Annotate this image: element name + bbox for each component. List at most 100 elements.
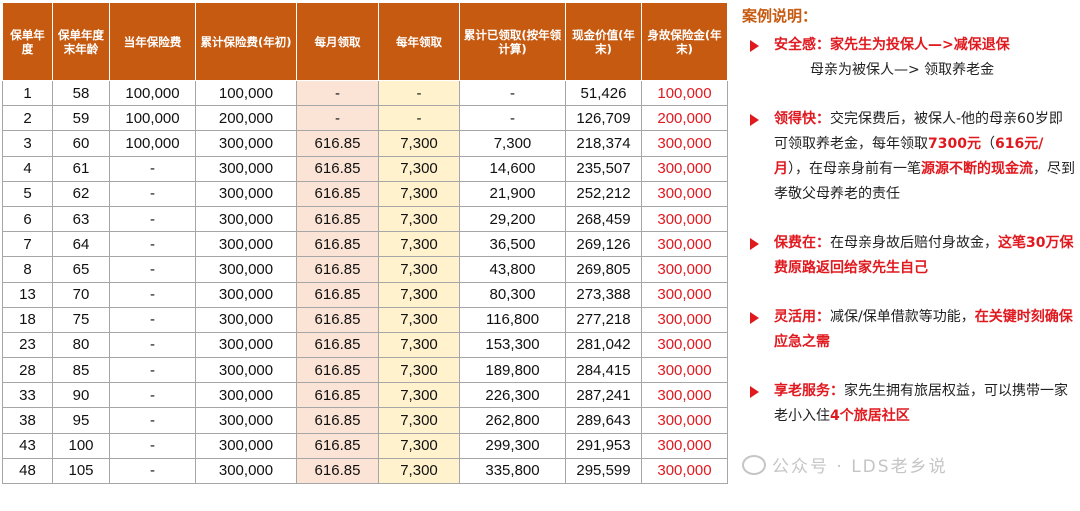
col-header-death-benefit: 身故保险金(年末)	[641, 2, 728, 81]
cell-cash-value: 295,599	[565, 457, 642, 485]
point-security: 安全感：家先生为投保人—>减保退保	[742, 33, 1076, 58]
cell-yearly: 7,300	[378, 130, 460, 157]
cell-death-benefit: 300,000	[641, 407, 728, 434]
cell-age: 70	[52, 281, 110, 308]
cell-death-benefit: 200,000	[641, 105, 728, 132]
cell-age: 100	[52, 432, 110, 459]
cell-policy-year: 48	[2, 457, 53, 485]
cell-cumulative-premium: 300,000	[195, 407, 297, 434]
cell-annual-premium: -	[109, 432, 196, 459]
cell-death-benefit: 300,000	[641, 382, 728, 409]
cell-age: 95	[52, 407, 110, 434]
table-row: 38 95-300,000 616.85 7,300 262,800 289,643 300…	[2, 407, 728, 434]
cell-cash-value: 287,241	[565, 382, 642, 409]
point-key: 保费在：	[774, 235, 830, 251]
table-row: 7 64-300,000 616.85 7,300 36,500 269,126 300,0…	[2, 231, 728, 258]
cell-policy-year: 6	[2, 205, 53, 233]
point-key: 灵活用：	[774, 309, 830, 325]
cell-cumulative-received: 80,300	[459, 281, 566, 308]
cell-cumulative-premium: 200,000	[195, 105, 297, 132]
table-row: 1 58 100,000 100,000- - -51,426 100,000	[2, 79, 728, 107]
cell-annual-premium: 100,000	[109, 79, 196, 107]
cell-yearly: 7,300	[378, 407, 460, 434]
cell-death-benefit: 300,000	[641, 256, 728, 283]
cell-policy-year: 33	[2, 382, 53, 409]
point-text: 减保/保单借款等功能，	[830, 309, 975, 325]
cell-cash-value: 269,126	[565, 231, 642, 258]
cell-death-benefit: 300,000	[641, 457, 728, 485]
cell-policy-year: 43	[2, 432, 53, 459]
cell-yearly: 7,300	[378, 432, 460, 459]
cell-cash-value: 289,643	[565, 407, 642, 434]
cell-annual-premium: -	[109, 205, 196, 233]
col-header-yearly: 每年领取	[378, 2, 460, 81]
cell-policy-year: 1	[2, 79, 53, 107]
cell-age: 62	[52, 180, 110, 207]
cell-monthly: 616.85	[296, 382, 379, 409]
cell-cumulative-premium: 300,000	[195, 231, 297, 258]
cell-monthly: 616.85	[296, 331, 379, 359]
cell-annual-premium: -	[109, 155, 196, 182]
cell-cumulative-premium: 300,000	[195, 205, 297, 233]
cell-age: 85	[52, 357, 110, 384]
point-highlight: 616元/月	[774, 136, 1044, 177]
cell-age: 75	[52, 306, 110, 333]
cell-cash-value: 269,805	[565, 256, 642, 283]
cell-cumulative-premium: 300,000	[195, 130, 297, 157]
cell-cash-value: 277,218	[565, 306, 642, 333]
cell-monthly: 616.85	[296, 432, 379, 459]
table-row: 43 100-300,000 616.85 7,300 299,300 291,953 30…	[2, 432, 728, 459]
cell-policy-year: 8	[2, 256, 53, 283]
cell-cumulative-premium: 300,000	[195, 331, 297, 359]
col-header-cumulative-premium: 累计保险费(年初)	[195, 2, 297, 81]
point-text: 家先生拥有旅居权益，可以携带一家老小入住	[774, 383, 1068, 424]
point-key: 享老服务：	[774, 383, 844, 399]
table-row: 23 80-300,000 616.85 7,300 153,300 281,042 300…	[2, 331, 728, 359]
benefit-table: 保单年度 保单年度末年龄 当年保险费 累计保险费(年初) 每月领取 每年领取 累…	[2, 2, 728, 485]
table-row: 4 61-300,000 616.85 7,300 14,600 235,507 300,0…	[2, 155, 728, 182]
cell-yearly: 7,300	[378, 306, 460, 333]
cell-monthly: -	[296, 79, 379, 107]
cell-cumulative-received: 7,300	[459, 130, 566, 157]
cell-age: 64	[52, 231, 110, 258]
table-row: 48 105-300,000 616.85 7,300 335,800 295,599 30…	[2, 457, 728, 485]
cell-yearly: 7,300	[378, 357, 460, 384]
cell-age: 61	[52, 155, 110, 182]
cell-cumulative-received: 43,800	[459, 256, 566, 283]
cell-cumulative-premium: 300,000	[195, 155, 297, 182]
cell-annual-premium: -	[109, 382, 196, 409]
cell-age: 60	[52, 130, 110, 157]
point-premium: 保费在：在母亲身故后赔付身故金，这笔30万保费原路返回给家先生自己	[742, 231, 1076, 281]
point-senior-service: 享老服务：家先生拥有旅居权益，可以携带一家老小入住4个旅居社区	[742, 379, 1076, 429]
cell-monthly: 616.85	[296, 281, 379, 308]
point-highlight: 这笔30万保费原路返回给家先生自己	[774, 235, 1074, 276]
cell-yearly: -	[378, 105, 460, 132]
cell-cumulative-received: 226,300	[459, 382, 566, 409]
col-header-policy-year: 保单年度	[2, 2, 53, 81]
cell-death-benefit: 300,000	[641, 281, 728, 308]
cell-age: 80	[52, 331, 110, 359]
point-text: ，尽到孝敬父母养老的责任	[774, 161, 1075, 202]
point-text: （	[980, 136, 995, 152]
cell-cumulative-premium: 100,000	[195, 79, 297, 107]
cell-cash-value: 218,374	[565, 130, 642, 157]
cell-policy-year: 7	[2, 231, 53, 258]
cell-cumulative-premium: 300,000	[195, 256, 297, 283]
cell-monthly: 616.85	[296, 306, 379, 333]
cell-policy-year: 13	[2, 281, 53, 308]
point-key: 领得快：	[774, 111, 830, 127]
wechat-icon	[742, 454, 766, 475]
point-highlight: 4个旅居社区	[830, 408, 910, 424]
arrow-bullet-icon	[750, 238, 759, 250]
arrow-bullet-icon	[750, 386, 759, 398]
cell-policy-year: 5	[2, 180, 53, 207]
cell-death-benefit: 100,000	[641, 79, 728, 107]
cell-death-benefit: 300,000	[641, 205, 728, 233]
cell-age: 63	[52, 205, 110, 233]
arrow-bullet-icon	[750, 312, 759, 324]
point-security-line2: 母亲为被保人—> 领取养老金	[810, 62, 995, 78]
cell-monthly: 616.85	[296, 407, 379, 434]
point-highlight: 7300元	[928, 136, 981, 152]
cell-age: 59	[52, 105, 110, 132]
table-row: 5 62-300,000 616.85 7,300 21,900 252,212 300,0…	[2, 180, 728, 207]
